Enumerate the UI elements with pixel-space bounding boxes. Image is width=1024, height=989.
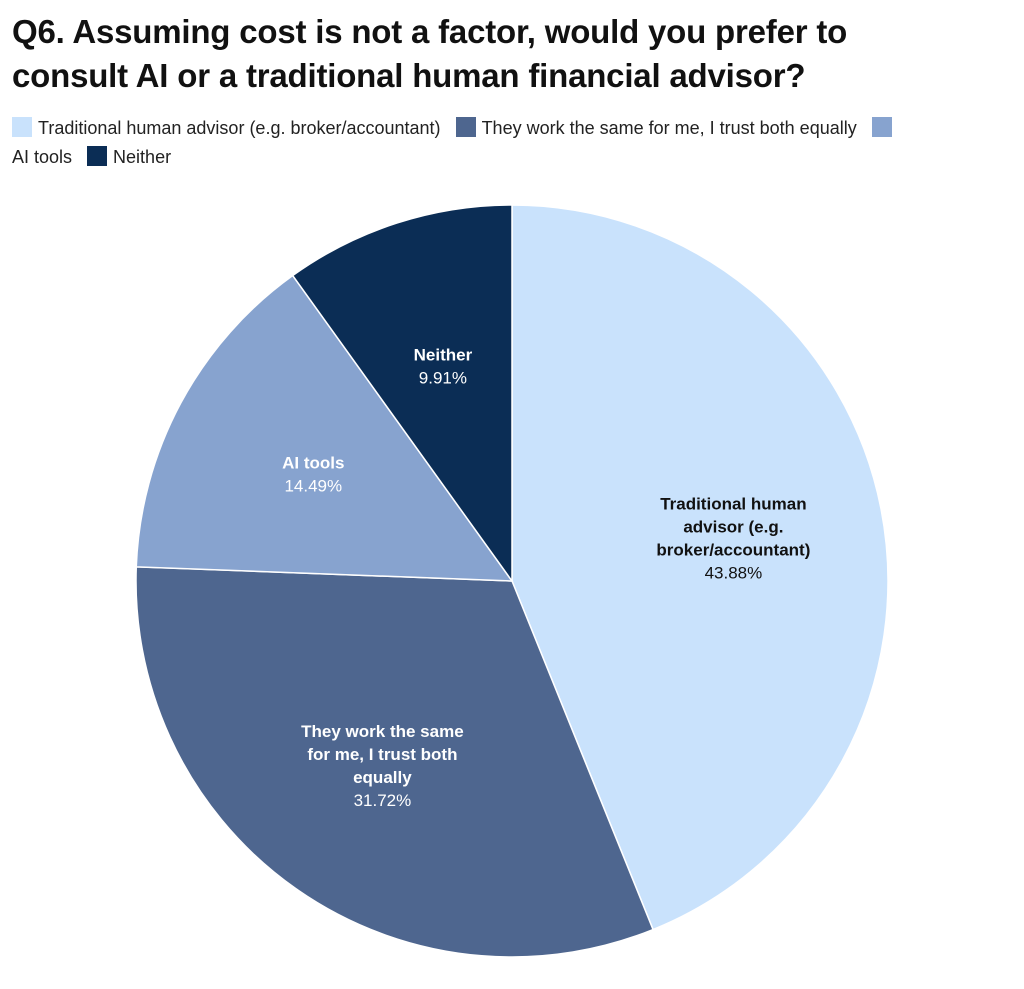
pie-slice [291, 204, 513, 584]
slice-category-label: They work the same [301, 722, 464, 741]
slice-label: Neither 9.91% [414, 346, 473, 388]
legend-swatch [12, 117, 32, 137]
slice-category-label: broker/accountant) [656, 540, 810, 559]
slice-category-label: Neither [414, 346, 473, 365]
legend-item: AI tools [12, 117, 898, 167]
pie-labels: Traditional human advisor (e.g. broker/acc… [282, 346, 810, 811]
legend-item: They work the same for me, I trust both … [455, 117, 857, 138]
slice-category-label: AI tools [282, 454, 344, 473]
slice-label: Traditional human advisor (e.g. broker/acc… [656, 494, 810, 582]
slice-category-label: equally [353, 768, 412, 787]
slice-label: AI tools 14.49% [282, 454, 344, 496]
legend-label: They work the same for me, I trust both … [481, 118, 857, 138]
slice-value-label: 14.49% [284, 477, 342, 496]
slice-value-label: 43.88% [705, 563, 763, 582]
legend-item: Traditional human advisor (e.g. broker/a… [12, 117, 441, 138]
legend-label: AI tools [12, 147, 73, 167]
legend-swatch [871, 117, 892, 137]
pie-slices [135, 204, 889, 958]
legend: Traditional human advisor (e.g. broker/a… [12, 114, 912, 172]
pie-slice [135, 566, 655, 958]
legend-label: Traditional human advisor (e.g. broker/a… [38, 118, 441, 138]
slice-category-label: advisor (e.g. [683, 517, 783, 536]
chart-title: Q6. Assuming cost is not a factor, would… [12, 13, 848, 94]
legend-swatch [87, 146, 108, 166]
pie-slice [135, 274, 514, 582]
legend-label: Neither [113, 147, 172, 167]
slice-value-label: 9.91% [419, 369, 467, 388]
slice-category-label: for me, I trust both [307, 745, 457, 764]
pie-slice [511, 204, 889, 931]
slice-value-label: 31.72% [354, 791, 412, 810]
slice-category-label: Traditional human [660, 494, 806, 513]
legend-item: Neither [87, 146, 172, 167]
slice-label: They work the same for me, I trust both eq… [301, 722, 464, 810]
legend-swatch [455, 117, 476, 137]
